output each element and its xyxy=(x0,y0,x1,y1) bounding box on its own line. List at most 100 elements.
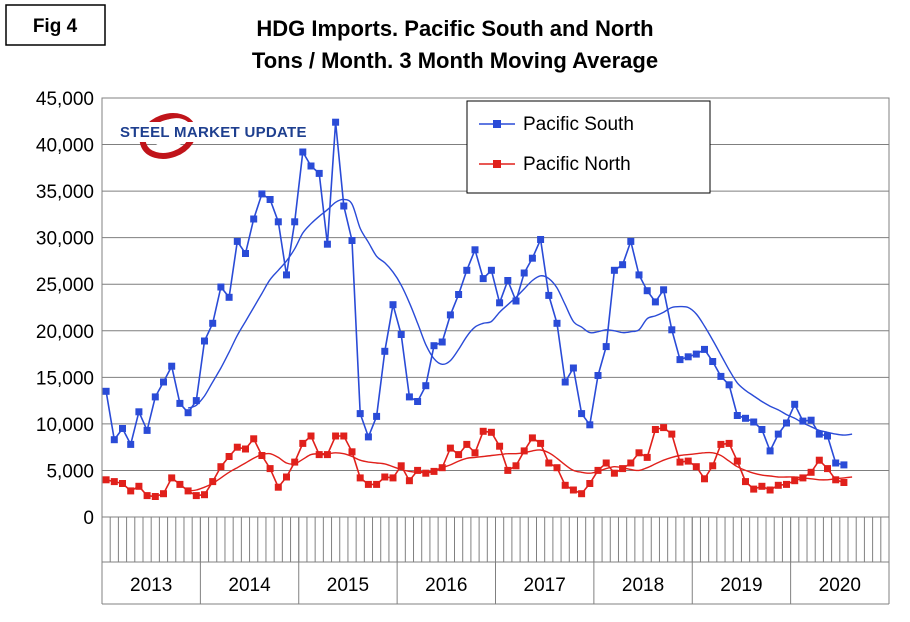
data-point xyxy=(151,393,159,401)
logo-text: STEEL MARKET UPDATE xyxy=(120,124,307,141)
data-point xyxy=(160,490,167,498)
data-point xyxy=(438,338,446,346)
data-point xyxy=(709,358,717,365)
series-line xyxy=(188,449,853,492)
data-point xyxy=(348,448,356,456)
data-point xyxy=(274,218,282,226)
data-point xyxy=(463,266,471,274)
data-point xyxy=(569,364,577,372)
data-point xyxy=(291,458,299,466)
data-point xyxy=(266,196,274,203)
data-point xyxy=(405,477,413,485)
data-point xyxy=(635,449,643,457)
fig-label-frame xyxy=(5,4,106,46)
data-point xyxy=(684,353,692,361)
chart-subtitle: Tons / Month. 3 Month Moving Average xyxy=(252,48,658,73)
data-point xyxy=(651,298,659,306)
data-point xyxy=(274,483,282,491)
data-point xyxy=(717,372,725,380)
y-tick-label: 0 xyxy=(83,508,94,529)
data-point xyxy=(594,372,602,379)
data-point xyxy=(291,218,299,226)
data-point xyxy=(512,297,520,305)
data-point xyxy=(717,440,725,448)
data-point xyxy=(586,421,594,429)
data-point xyxy=(209,478,217,486)
data-point xyxy=(389,474,397,482)
data-point xyxy=(315,169,323,177)
data-point xyxy=(832,476,840,484)
data-point xyxy=(356,410,364,418)
data-point xyxy=(504,466,512,474)
data-point xyxy=(602,459,610,467)
data-point xyxy=(733,412,741,419)
fig-label: Fig 4 xyxy=(33,16,78,37)
data-point xyxy=(520,447,528,455)
chart-title: HDG Imports. Pacific South and North xyxy=(256,16,653,41)
y-axis: 0 5,000 10,000 15,000 20,000 25,000 30,000 35,0… xyxy=(36,89,94,529)
data-point xyxy=(143,492,151,500)
data-point xyxy=(127,440,135,448)
data-point xyxy=(340,202,348,210)
data-point xyxy=(643,287,651,295)
data-point xyxy=(619,261,627,269)
legend-south-label: Pacific South xyxy=(523,114,634,135)
data-point xyxy=(348,237,356,244)
data-point xyxy=(520,269,528,277)
data-point xyxy=(110,478,118,486)
data-point xyxy=(594,466,602,474)
data-point xyxy=(356,474,364,482)
legend-item-south: Pacific South xyxy=(479,114,634,135)
data-point xyxy=(405,393,413,401)
data-point xyxy=(684,457,692,465)
data-point xyxy=(283,473,290,481)
data-point xyxy=(414,466,422,474)
data-point xyxy=(824,432,831,440)
data-point xyxy=(176,399,184,407)
data-point xyxy=(209,319,217,327)
series-pacific-south-average xyxy=(187,198,853,436)
data-point xyxy=(225,453,233,460)
data-point xyxy=(528,434,536,442)
data-point xyxy=(750,418,758,426)
fig-label-box: Fig 4 xyxy=(5,4,106,46)
data-point xyxy=(323,240,331,248)
data-point xyxy=(192,492,200,500)
data-point xyxy=(701,475,708,483)
y-tick-label: 5,000 xyxy=(46,461,94,482)
data-point xyxy=(143,426,151,434)
series-pacific-north xyxy=(102,424,848,500)
data-point xyxy=(750,485,758,493)
data-point xyxy=(135,408,143,416)
data-point xyxy=(496,442,504,450)
data-point xyxy=(102,387,110,395)
data-point xyxy=(487,428,495,436)
data-point xyxy=(783,480,790,488)
data-point xyxy=(192,397,200,405)
data-point xyxy=(381,473,389,481)
data-point xyxy=(242,445,249,453)
data-point xyxy=(692,350,700,358)
data-point xyxy=(283,271,290,279)
data-point xyxy=(299,439,307,447)
data-point xyxy=(807,416,815,424)
data-point xyxy=(217,463,225,471)
data-point xyxy=(692,463,700,471)
data-point xyxy=(479,427,487,435)
data-point xyxy=(332,118,340,126)
data-point xyxy=(610,469,618,477)
x-axis: 2013 2014 2015 2016 2017 2018 2019 2020 xyxy=(101,517,890,605)
data-point xyxy=(299,148,307,156)
data-point xyxy=(233,443,241,451)
data-point xyxy=(668,430,676,438)
data-point xyxy=(217,283,225,291)
data-point xyxy=(504,277,512,284)
data-point xyxy=(233,237,241,245)
data-point xyxy=(766,447,774,455)
logo-text-backdrop xyxy=(118,122,306,142)
data-point xyxy=(758,482,766,490)
legend: Pacific South Pacific North xyxy=(466,100,711,194)
data-point xyxy=(701,345,708,353)
data-point xyxy=(102,476,110,484)
data-point xyxy=(709,462,717,470)
